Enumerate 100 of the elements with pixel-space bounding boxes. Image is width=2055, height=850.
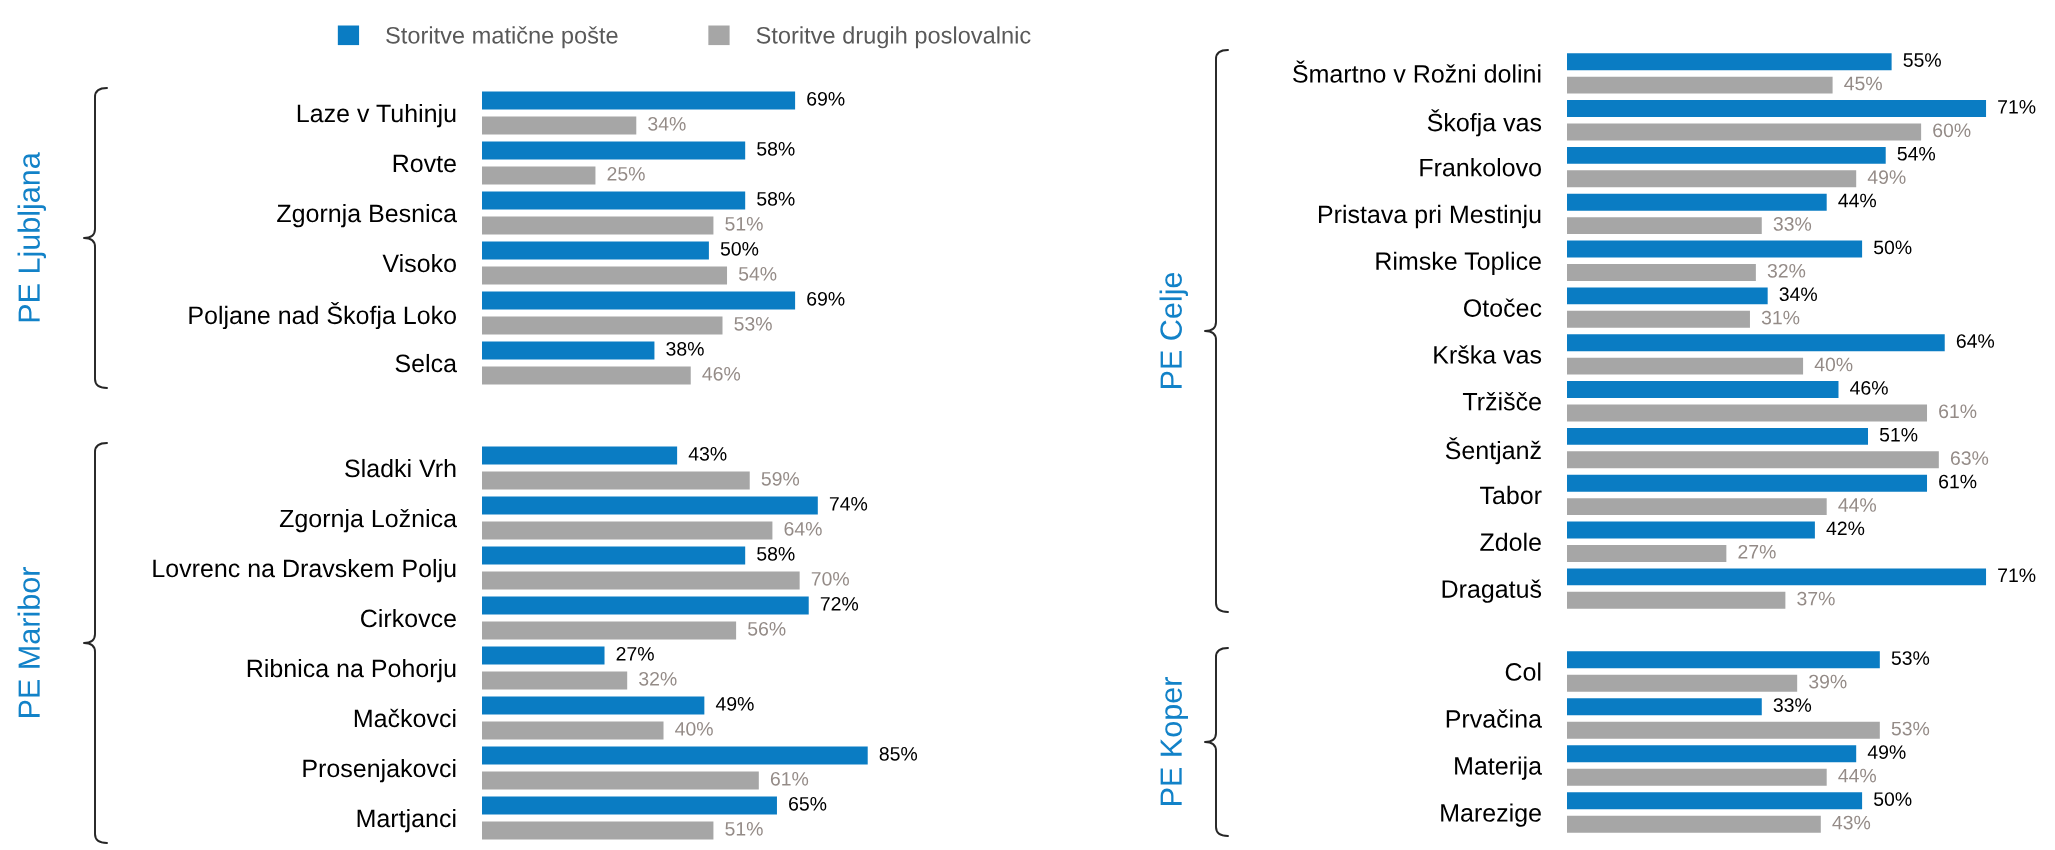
bar	[1567, 217, 1762, 235]
data-label: 42%	[1826, 521, 1865, 536]
data-label: 56%	[748, 621, 786, 636]
bar	[482, 746, 868, 765]
y-tick-label: Rovte	[393, 154, 456, 173]
data-label: 51%	[725, 217, 763, 231]
bar	[1567, 146, 1886, 164]
y-tick-label: Materija	[1455, 756, 1542, 780]
y-tick-label: Tržišče	[1462, 392, 1541, 411]
bar	[482, 471, 750, 490]
y-tick-label: Laze v Tuhinju	[297, 103, 456, 128]
bar	[482, 241, 709, 260]
y-tick-label: Martjanci	[357, 808, 456, 833]
bar	[1567, 100, 1987, 117]
bar	[1567, 334, 1945, 352]
y-tick-label: Rimske Toplice	[1376, 251, 1541, 275]
data-label: 37%	[1797, 591, 1835, 606]
data-label: 58%	[757, 191, 795, 206]
bar	[482, 596, 809, 615]
y-tick-label: Škofja vas	[1427, 109, 1542, 137]
bar	[482, 546, 746, 565]
bar	[1567, 651, 1880, 669]
data-label: 70%	[811, 571, 849, 586]
bar	[1567, 404, 1928, 422]
data-label: 53%	[1891, 651, 1930, 665]
bar	[482, 721, 664, 740]
data-label: 64%	[1956, 334, 1995, 348]
y-tick-label: Zdole	[1480, 532, 1541, 552]
data-label: 69%	[807, 291, 845, 306]
y-tick-label: Cirkovce	[361, 608, 456, 628]
bar	[482, 446, 678, 465]
bar	[1567, 451, 1939, 469]
y-tick-label: Krška vas	[1434, 345, 1542, 364]
data-label: 38%	[666, 341, 704, 356]
bar	[1567, 768, 1827, 786]
data-label: 44%	[1838, 498, 1877, 512]
bar	[482, 166, 596, 185]
data-label: 58%	[757, 141, 795, 156]
bar	[482, 671, 628, 690]
y-axis-title: PE Celje	[1159, 272, 1188, 388]
data-label: 58%	[757, 546, 795, 561]
legend-label: Storitve drugih poslovalnic	[756, 26, 1031, 49]
y-tick-label: Marezige	[1441, 803, 1541, 827]
y-tick-label: Zgornja Besnica	[277, 203, 458, 228]
y-tick-label: Pristava pri Mestinju	[1318, 204, 1541, 229]
y-tick-label: Šmartno v Rožni dolini	[1293, 60, 1541, 83]
data-label: 46%	[702, 366, 741, 381]
bar	[482, 291, 796, 310]
data-label: 32%	[1767, 263, 1806, 278]
data-label: 59%	[761, 471, 800, 486]
data-label: 31%	[1761, 310, 1800, 325]
bar	[482, 116, 637, 135]
bar	[1567, 170, 1857, 188]
y-tick-label: Mačkovci	[354, 708, 456, 728]
legend-label: Storitve matične pošte	[386, 26, 618, 49]
data-label: 74%	[829, 497, 868, 511]
data-label: 33%	[1773, 698, 1812, 712]
data-label: 50%	[720, 241, 759, 256]
y-axis-title: PE Maribor	[17, 567, 40, 717]
data-label: 27%	[616, 646, 654, 661]
bar	[1567, 123, 1922, 141]
bar	[482, 266, 728, 285]
bar	[482, 571, 800, 590]
y-tick-label: Otočec	[1463, 298, 1542, 317]
y-tick-label: Selca	[395, 353, 457, 373]
data-label: 44%	[1838, 768, 1877, 783]
bar	[482, 341, 655, 360]
data-label: 63%	[1950, 451, 1989, 466]
data-label: 50%	[1873, 240, 1912, 255]
bar	[1567, 545, 1727, 562]
bar	[1567, 815, 1821, 833]
bar	[482, 366, 691, 385]
data-label: 85%	[879, 746, 918, 761]
data-label: 33%	[1773, 217, 1812, 231]
data-label: 32%	[639, 671, 677, 686]
bar	[1567, 521, 1815, 539]
bar	[482, 821, 714, 840]
bar	[1567, 721, 1880, 739]
bar	[1567, 287, 1768, 305]
data-label: 69%	[807, 91, 845, 106]
data-label: 71%	[1998, 568, 2036, 583]
data-label: 40%	[1814, 357, 1853, 372]
y-axis-title: PE Koper	[1160, 677, 1188, 805]
data-label: 61%	[1939, 404, 1977, 419]
bar	[1567, 698, 1762, 716]
data-label: 39%	[1809, 674, 1847, 689]
bar	[482, 521, 773, 540]
bar	[1567, 745, 1857, 763]
data-label: 64%	[784, 521, 822, 536]
data-label: 49%	[1867, 745, 1906, 759]
bar	[482, 796, 777, 815]
bar	[1567, 792, 1863, 810]
bar	[482, 141, 746, 160]
bar	[1567, 674, 1798, 692]
data-label: 45%	[1844, 76, 1882, 91]
data-label: 49%	[1867, 170, 1906, 185]
data-label: 46%	[1850, 380, 1888, 395]
data-label: 53%	[1891, 721, 1930, 736]
bar	[1567, 53, 1892, 71]
data-label: 61%	[1939, 474, 1977, 489]
